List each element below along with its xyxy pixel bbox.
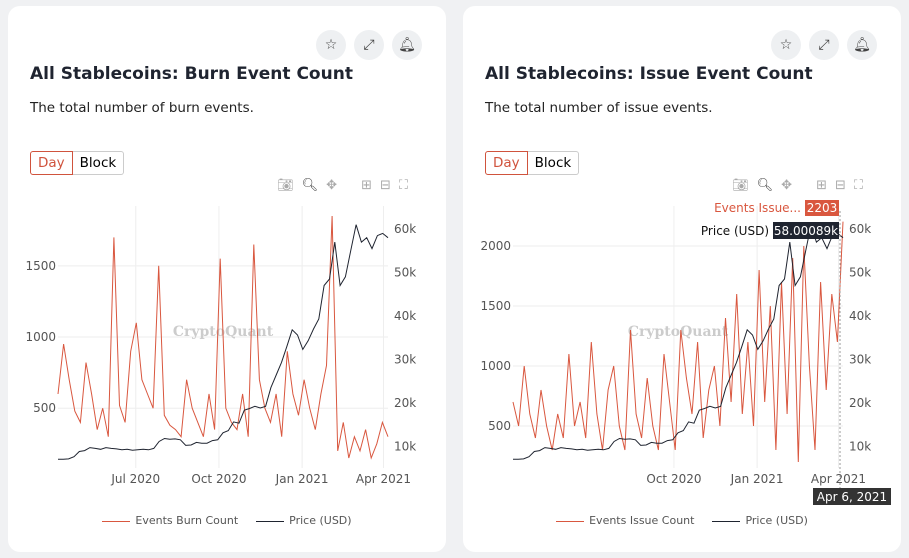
hover-events-label: Events Issue... bbox=[714, 201, 801, 215]
chart-title: All Stablecoins: Issue Event Count bbox=[485, 64, 813, 84]
tab-day[interactable]: Day bbox=[485, 151, 528, 175]
y-right-tick: 50k bbox=[394, 265, 416, 279]
autoscale-icon[interactable]: ⛶ bbox=[853, 178, 863, 193]
hover-price-value: 58.00089k bbox=[774, 224, 838, 238]
interval-toggle: Day Block bbox=[485, 151, 580, 175]
y-right-tick: 20k bbox=[394, 396, 416, 410]
expand-icon[interactable]: ⤢ bbox=[354, 30, 384, 60]
y-right-tick: 50k bbox=[849, 265, 871, 279]
y-right-tick: 10k bbox=[849, 439, 871, 453]
camera-icon[interactable]: 📷︎ bbox=[277, 178, 294, 193]
y-right-tick: 20k bbox=[849, 396, 871, 410]
price-series-line bbox=[513, 224, 844, 460]
expand-icon[interactable]: ⤢ bbox=[809, 30, 839, 60]
watermark: CryptoQuant bbox=[628, 324, 729, 340]
star-icon[interactable]: ☆ bbox=[771, 30, 801, 60]
y-left-tick: 2000 bbox=[480, 239, 511, 253]
legend-item-events[interactable]: Events Burn Count bbox=[102, 514, 238, 527]
autoscale-icon[interactable]: ⛶ bbox=[398, 178, 408, 193]
issue-event-card: ☆ ⤢ 🔔︎ All Stablecoins: Issue Event Coun… bbox=[463, 6, 901, 552]
zoom-out-icon[interactable]: ⊟ bbox=[379, 178, 391, 193]
chart-description: The total number of burn events. bbox=[30, 100, 254, 116]
legend-item-price[interactable]: Price (USD) bbox=[256, 514, 352, 527]
zoom-in-icon[interactable]: ⊞ bbox=[816, 178, 827, 193]
price-series-line bbox=[58, 224, 389, 460]
zoom-out-icon[interactable]: ⊟ bbox=[834, 178, 846, 193]
card-actions: ☆ ⤢ 🔔︎ bbox=[316, 30, 422, 60]
camera-icon[interactable]: 📷︎ bbox=[732, 178, 749, 193]
chart-title: All Stablecoins: Burn Event Count bbox=[30, 64, 353, 84]
pan-icon[interactable]: ✥ bbox=[326, 178, 338, 193]
legend: Events Issue Count Price (USD) bbox=[463, 514, 901, 527]
y-right-tick: 60k bbox=[394, 222, 416, 236]
x-tick: Jan 2021 bbox=[730, 472, 784, 486]
chart-description: The total number of issue events. bbox=[485, 100, 713, 116]
x-tick: Apr 2021 bbox=[356, 472, 411, 486]
tab-block[interactable]: Block bbox=[72, 151, 125, 175]
hover-price-box bbox=[773, 222, 839, 239]
x-tick: Oct 2020 bbox=[191, 472, 246, 486]
zoom-icon[interactable]: 🔍︎ bbox=[756, 178, 774, 193]
y-left-tick: 1500 bbox=[25, 259, 56, 273]
x-tick: Jul 2020 bbox=[110, 472, 160, 486]
y-right-tick: 60k bbox=[849, 222, 871, 236]
card-actions: ☆ ⤢ 🔔︎ bbox=[771, 30, 877, 60]
interval-toggle: Day Block bbox=[30, 151, 125, 175]
legend-item-events[interactable]: Events Issue Count bbox=[556, 514, 694, 527]
zoom-icon[interactable]: 🔍︎ bbox=[301, 178, 319, 193]
y-left-tick: 500 bbox=[488, 419, 511, 433]
y-right-tick: 40k bbox=[394, 309, 416, 323]
burn-event-card: ☆ ⤢ 🔔︎ All Stablecoins: Burn Event Count… bbox=[8, 6, 446, 552]
x-tick: Oct 2020 bbox=[646, 472, 701, 486]
legend: Events Burn Count Price (USD) bbox=[8, 514, 446, 527]
y-right-tick: 40k bbox=[849, 309, 871, 323]
x-tick: Jan 2021 bbox=[275, 472, 329, 486]
pan-icon[interactable]: ✥ bbox=[781, 178, 793, 193]
chart-plot[interactable]: 500 1000 1500 2000 10k 20k 30k 40k 50k 60k Oct 202… bbox=[463, 196, 901, 512]
y-left-tick: 500 bbox=[33, 401, 56, 415]
bell-icon[interactable]: 🔔︎ bbox=[392, 30, 422, 60]
hover-date: Apr 6, 2021 bbox=[817, 490, 887, 504]
y-left-tick: 1500 bbox=[480, 299, 511, 313]
events-series-line bbox=[512, 221, 844, 463]
tab-block[interactable]: Block bbox=[527, 151, 580, 175]
modebar: 📷︎ 🔍︎ ✥ ⊞ ⊟ ⛶ bbox=[277, 178, 408, 193]
star-icon[interactable]: ☆ bbox=[316, 30, 346, 60]
hover-events-box bbox=[805, 200, 839, 216]
legend-item-price[interactable]: Price (USD) bbox=[712, 514, 808, 527]
x-tick: Apr 2021 bbox=[811, 472, 866, 486]
tab-day[interactable]: Day bbox=[30, 151, 73, 175]
y-left-tick: 1000 bbox=[25, 330, 56, 344]
y-left-tick: 1000 bbox=[480, 359, 511, 373]
hover-price-label: Price (USD) bbox=[701, 224, 769, 238]
modebar: 📷︎ 🔍︎ ✥ ⊞ ⊟ ⛶ bbox=[732, 178, 863, 193]
zoom-in-icon[interactable]: ⊞ bbox=[361, 178, 372, 193]
y-right-tick: 10k bbox=[394, 439, 416, 453]
hover-date-box bbox=[813, 488, 891, 505]
y-right-tick: 30k bbox=[849, 352, 871, 366]
bell-icon[interactable]: 🔔︎ bbox=[847, 30, 877, 60]
hover-events-value: 2203 bbox=[807, 201, 838, 215]
y-right-tick: 30k bbox=[394, 352, 416, 366]
chart-plot[interactable]: 500 1000 1500 10k 20k 30k 40k 50k 60k Jul 2020 Oct… bbox=[8, 196, 446, 512]
